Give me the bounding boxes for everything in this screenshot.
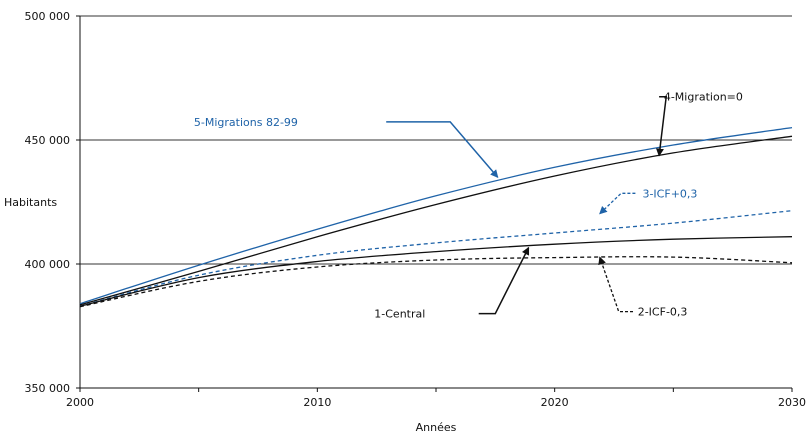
annotation-label-1-central: 1-Central xyxy=(374,308,425,321)
annotation-arrow-3-icf-0-3 xyxy=(599,192,636,215)
annotation-arrow-5-migrations-82-99 xyxy=(386,121,499,178)
annotation-label-4-migration-0: 4-Migration=0 xyxy=(664,90,743,103)
series-annotations: 5-Migrations 82-99 4-Migration=0 3-ICF+0,3… xyxy=(194,90,743,320)
y-tick-label: 500 000 xyxy=(25,10,71,23)
series-line-2-icf-0-3 xyxy=(79,256,793,308)
x-axis-title: Années xyxy=(416,421,457,434)
series-line-5-migrations-82-99 xyxy=(79,126,793,305)
series-line-4-migration-0 xyxy=(79,135,793,306)
axes: 350 000 400 000 450 000 500 000 2000 2010 2020… xyxy=(25,10,807,409)
annotation-arrow-4-migration-0 xyxy=(655,96,668,157)
annotation-label-5-migrations-82-99: 5-Migrations 82-99 xyxy=(194,116,298,129)
series-lines xyxy=(79,126,793,308)
x-tick-label: 2020 xyxy=(541,396,569,409)
series-line-1-central xyxy=(79,236,793,307)
annotation-arrow-1-central xyxy=(478,246,530,315)
gridlines xyxy=(80,15,792,265)
annotation-label-3-icf-0-3: 3-ICF+0,3 xyxy=(642,187,697,200)
y-tick-label: 400 000 xyxy=(25,258,71,271)
y-tick-label: 450 000 xyxy=(25,134,71,147)
y-axis-title: Habitants xyxy=(4,196,57,209)
x-tick-label: 2030 xyxy=(778,396,806,409)
y-tick-label: 350 000 xyxy=(25,382,71,395)
series-line-3-icf-0-3 xyxy=(79,210,793,307)
annotation-arrow-2-icf-0-3 xyxy=(598,256,633,313)
x-tick-label: 2000 xyxy=(66,396,94,409)
annotation-label-2-icf-0-3: 2-ICF-0,3 xyxy=(638,306,688,319)
x-tick-label: 2010 xyxy=(303,396,331,409)
